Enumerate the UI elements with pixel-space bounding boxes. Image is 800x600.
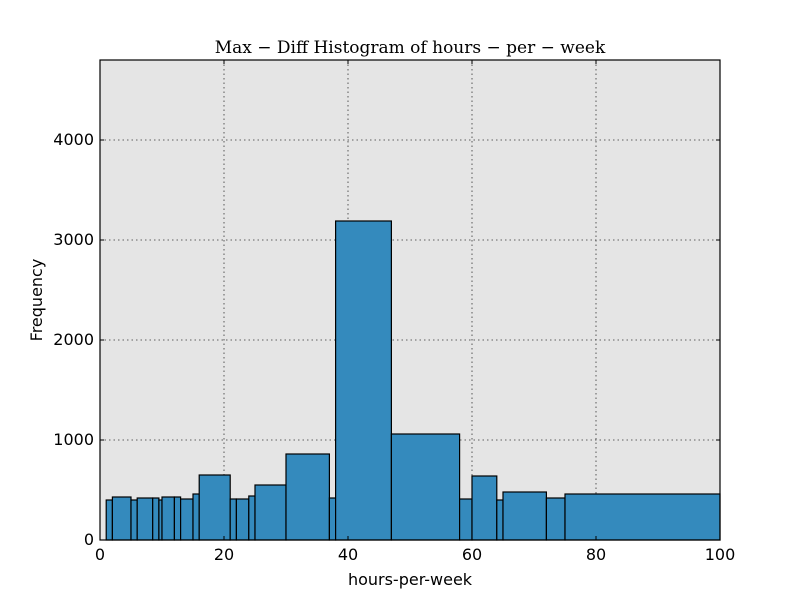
histogram-bar [111,496,132,541]
chart-title: Max − Diff Histogram of hours − per − we… [215,38,606,58]
histogram-bar [130,499,138,541]
histogram-bar [235,498,250,541]
histogram-bar [152,497,160,541]
histogram-bar [229,498,237,541]
y-tick-label: 0 [84,530,94,549]
axis-ticks [99,60,721,541]
histogram-bar [192,493,200,541]
histogram-bar [502,491,548,541]
histogram-bar [248,495,256,541]
histogram-bar [173,496,182,541]
histogram-bar [471,475,498,541]
y-axis-label: Frequency [27,259,46,342]
histogram-bar [545,497,566,541]
histogram-bar [180,498,194,541]
x-axis-label: hours-per-week [348,570,473,589]
histogram-bar [390,433,461,541]
x-tick-label: 40 [338,545,358,564]
histogram-bar [496,499,504,541]
y-tick-label: 3000 [53,230,94,249]
y-tick-label: 2000 [53,330,94,349]
x-tick-label: 20 [214,545,234,564]
histogram-bar [254,484,287,541]
x-tick-label: 80 [586,545,606,564]
plot-frame [99,59,721,541]
histogram-bar [161,496,175,541]
histogram-bar [136,497,154,541]
y-tick-labels: 0 1000 2000 3000 4000 [53,130,94,549]
y-tick-label: 1000 [53,430,94,449]
x-tick-labels: 0 20 40 60 80 100 [95,545,735,564]
x-tick-label: 100 [705,545,736,564]
histogram-bar [105,499,113,541]
histogram-bar [459,498,473,541]
histogram-bar [328,497,337,541]
histogram-bar [198,474,231,541]
histogram-bar [564,493,721,541]
histogram-bar [285,453,331,541]
y-tick-label: 4000 [53,130,94,149]
x-tick-label: 60 [462,545,482,564]
x-tick-label: 0 [95,545,105,564]
histogram-bars [105,220,721,541]
histogram-bar [335,220,393,541]
